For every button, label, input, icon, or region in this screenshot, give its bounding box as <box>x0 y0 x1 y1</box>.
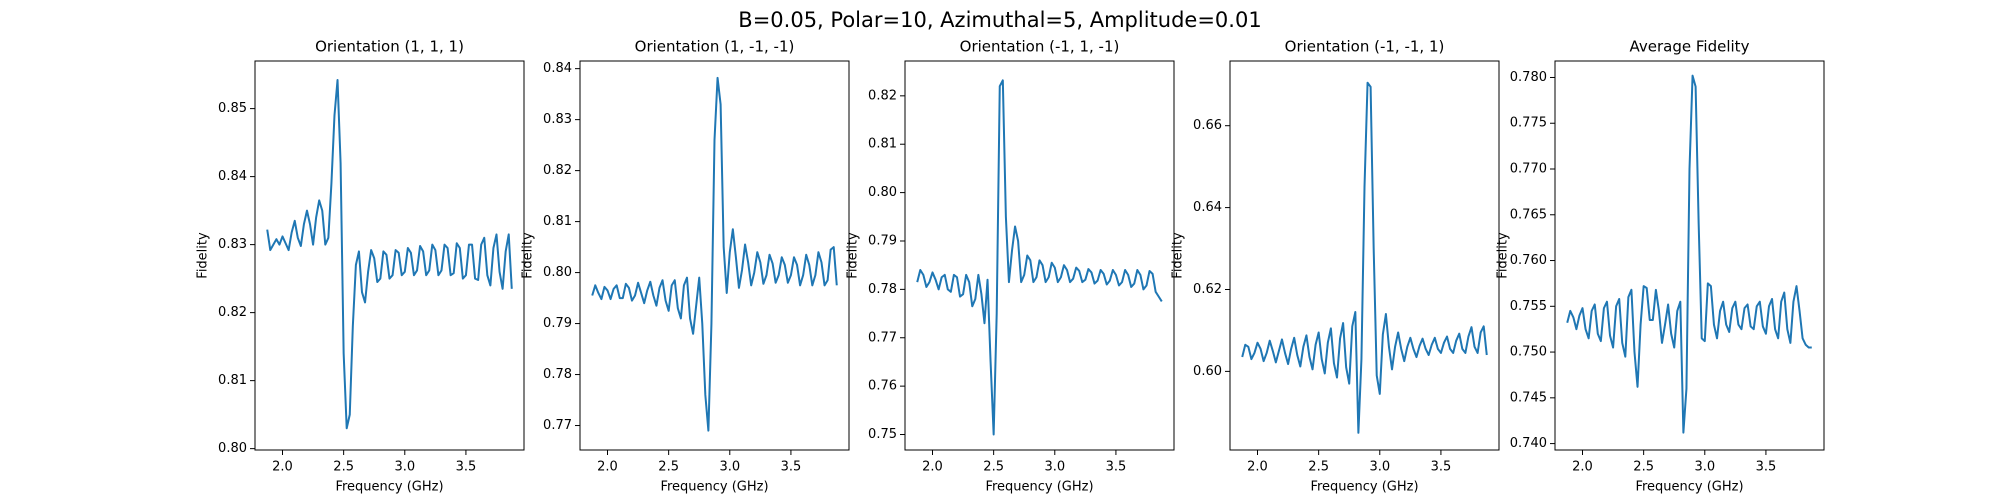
y-tick-label: 0.66 <box>1193 118 1222 133</box>
y-tick-label: 0.85 <box>218 101 247 116</box>
x-axis-label: Frequency (GHz) <box>1635 480 1743 495</box>
y-axis-label: Fidelity <box>1171 232 1186 279</box>
data-line <box>1566 74 1812 434</box>
y-tick-label: 0.81 <box>868 137 897 152</box>
y-tick-label: 0.64 <box>1193 200 1222 215</box>
x-tick-label: 3.5 <box>1756 460 1777 475</box>
y-tick-label: 0.740 <box>1510 436 1547 451</box>
plot-frame <box>904 60 1175 451</box>
x-tick-label: 3.5 <box>1431 460 1452 475</box>
y-tick-label: 0.62 <box>1193 282 1222 297</box>
y-tick-label: 0.755 <box>1510 299 1547 314</box>
subplot-title: Orientation (-1, -1, 1) <box>1285 38 1445 56</box>
subplot-title: Orientation (1, 1, 1) <box>315 38 464 56</box>
x-tick-label: 2.0 <box>1247 460 1268 475</box>
y-tick-label: 0.76 <box>868 379 897 394</box>
x-tick-label: 3.0 <box>1369 460 1390 475</box>
y-tick-label: 0.83 <box>218 237 247 252</box>
figure-title: B=0.05, Polar=10, Azimuthal=5, Amplitude… <box>738 8 1261 32</box>
x-tick-label: 2.0 <box>1572 460 1593 475</box>
y-tick-label: 0.77 <box>868 330 897 345</box>
x-tick-label: 2.0 <box>272 460 293 475</box>
y-tick-label: 0.84 <box>543 61 572 76</box>
x-tick-label: 3.0 <box>1044 460 1065 475</box>
y-tick-label: 0.80 <box>543 265 572 280</box>
plot-frame <box>254 60 525 451</box>
x-tick-label: 3.0 <box>1694 460 1715 475</box>
y-axis-label: Fidelity <box>521 232 536 279</box>
x-tick-label: 2.5 <box>1308 460 1329 475</box>
subplot-title: Orientation (1, -1, -1) <box>635 38 795 56</box>
data-line <box>916 79 1163 436</box>
x-tick-label: 3.0 <box>394 460 415 475</box>
y-tick-label: 0.60 <box>1193 364 1222 379</box>
y-tick-label: 0.83 <box>543 112 572 127</box>
x-tick-label: 2.5 <box>983 460 1004 475</box>
y-tick-label: 0.82 <box>868 88 897 103</box>
x-tick-label: 3.5 <box>456 460 477 475</box>
data-line <box>1241 81 1488 434</box>
y-tick-label: 0.81 <box>218 373 247 388</box>
y-tick-label: 0.78 <box>868 282 897 297</box>
x-tick-label: 3.5 <box>1106 460 1127 475</box>
y-tick-label: 0.84 <box>218 169 247 184</box>
x-axis-label: Frequency (GHz) <box>985 480 1093 495</box>
y-tick-label: 0.79 <box>868 233 897 248</box>
y-tick-label: 0.765 <box>1510 207 1547 222</box>
plot-frame <box>1554 60 1825 451</box>
y-tick-label: 0.745 <box>1510 390 1547 405</box>
x-tick-label: 2.0 <box>597 460 618 475</box>
subplot-title: Average Fidelity <box>1630 38 1750 56</box>
y-axis-label: Fidelity <box>1496 232 1511 279</box>
y-tick-label: 0.750 <box>1510 345 1547 360</box>
y-tick-label: 0.81 <box>543 214 572 229</box>
x-axis-label: Frequency (GHz) <box>660 480 768 495</box>
y-tick-label: 0.770 <box>1510 162 1547 177</box>
y-tick-label: 0.780 <box>1510 70 1547 85</box>
x-tick-label: 3.0 <box>719 460 740 475</box>
y-tick-label: 0.760 <box>1510 253 1547 268</box>
x-axis-label: Frequency (GHz) <box>1310 480 1418 495</box>
data-line <box>591 76 838 432</box>
y-tick-label: 0.82 <box>543 163 572 178</box>
y-tick-label: 0.80 <box>218 441 247 456</box>
x-tick-label: 2.5 <box>1633 460 1654 475</box>
plot-frame <box>579 60 850 451</box>
x-axis-label: Frequency (GHz) <box>335 480 443 495</box>
y-axis-label: Fidelity <box>196 232 211 279</box>
y-axis-label: Fidelity <box>846 232 861 279</box>
x-tick-label: 3.5 <box>781 460 802 475</box>
plot-frame <box>1229 60 1500 451</box>
x-tick-label: 2.0 <box>922 460 943 475</box>
y-tick-label: 0.80 <box>868 185 897 200</box>
y-tick-label: 0.77 <box>543 418 572 433</box>
x-tick-label: 2.5 <box>333 460 354 475</box>
subplot-title: Orientation (-1, 1, -1) <box>960 38 1120 56</box>
y-tick-label: 0.775 <box>1510 116 1547 131</box>
y-tick-label: 0.82 <box>218 305 247 320</box>
y-tick-label: 0.78 <box>543 367 572 382</box>
y-tick-label: 0.75 <box>868 427 897 442</box>
y-tick-label: 0.79 <box>543 316 572 331</box>
data-line <box>266 79 513 430</box>
x-tick-label: 2.5 <box>658 460 679 475</box>
